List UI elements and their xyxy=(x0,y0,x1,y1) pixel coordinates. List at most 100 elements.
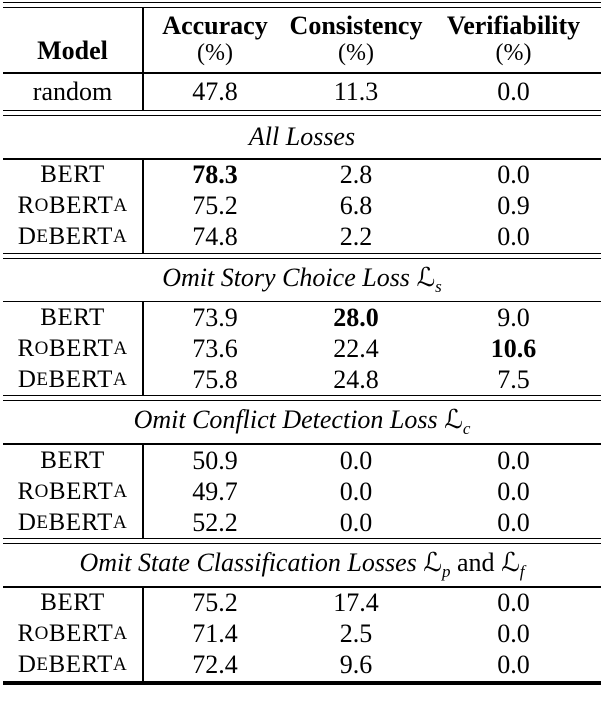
column-header-consistency: Consistency (%) xyxy=(286,8,426,72)
section-band: Omit Conflict Detection Loss ℒc xyxy=(3,401,601,443)
value-cell: 75.2 xyxy=(142,587,286,619)
column-header-model: Model xyxy=(37,36,108,65)
section-title-conjunction: and xyxy=(450,548,502,578)
value-cell: 49.7 xyxy=(142,476,286,508)
value-cell: 2.8 xyxy=(339,160,373,190)
smallcap-letter: E xyxy=(36,511,49,533)
section-band: Omit Story Choice Loss ℒs xyxy=(3,259,601,301)
value-cell: 9.6 xyxy=(339,650,373,680)
value-cell: 78.3 xyxy=(142,159,286,191)
section-title: Omit State Classification Losses ℒp and … xyxy=(79,548,524,582)
value-cell: 9.0 xyxy=(497,302,530,332)
section-title-text: All Losses xyxy=(248,121,356,151)
value-cell: 0.0 xyxy=(497,507,530,537)
model-cell: D E BERT A xyxy=(17,651,128,679)
column-header-unit: (%) xyxy=(197,40,233,66)
value-cell: 71.4 xyxy=(142,618,286,650)
section-band-bottom-rule xyxy=(3,300,601,303)
smallcap-letter: A xyxy=(112,654,128,676)
value-cell: 0.0 xyxy=(497,222,530,252)
value-cell: 50.9 xyxy=(142,445,286,477)
value-cell: 75.8 xyxy=(142,364,286,396)
smallcap-letter: A xyxy=(112,368,128,390)
table-row: R O BERT A 75.2 6.8 0.9 xyxy=(3,190,601,222)
value-cell: 24.8 xyxy=(333,364,379,394)
value-cell: 0.0 xyxy=(339,507,373,537)
smallcap-letter: A xyxy=(113,480,128,502)
section-band-bottom-rule xyxy=(3,443,601,446)
table-row: D E BERT A 52.2 0.0 0.0 xyxy=(3,507,601,539)
section-top-rule xyxy=(3,252,601,259)
loss-subscript: p xyxy=(442,562,451,582)
value-cell: 47.8 xyxy=(142,73,286,110)
section-top-rule xyxy=(3,109,601,116)
smallcap-letter: O xyxy=(34,195,49,217)
loss-subscript: f xyxy=(519,562,525,582)
table-row: D E BERT A 75.8 24.8 7.5 xyxy=(3,364,601,396)
value-cell: 0.9 xyxy=(497,191,530,221)
section-band-bottom-rule xyxy=(3,157,601,160)
value-cell: 72.4 xyxy=(142,649,286,681)
table-row: BERT 50.9 0.0 0.0 xyxy=(3,445,601,477)
section-title-text: Omit State Classification Losses xyxy=(79,548,417,578)
column-header-label: Verifiability xyxy=(446,11,581,40)
smallcap-letter: E xyxy=(36,654,49,676)
column-header-accuracy: Accuracy (%) xyxy=(142,8,286,72)
smallcap-letter: A xyxy=(113,337,128,359)
smallcap-letter: O xyxy=(34,337,49,359)
section-title-text: Omit Conflict Detection Loss xyxy=(133,405,438,435)
value-cell: 0.0 xyxy=(497,445,530,475)
smallcap-letter: E xyxy=(36,226,49,248)
model-cell: D E BERT A xyxy=(17,508,128,536)
value-cell: 0.0 xyxy=(497,588,530,618)
smallcap-letter: O xyxy=(34,480,49,502)
table-row: D E BERT A 72.4 9.6 0.0 xyxy=(3,649,601,681)
section-band-bottom-rule xyxy=(3,586,601,588)
table-row: BERT 73.9 28.0 9.0 xyxy=(3,302,601,334)
value-cell: 73.6 xyxy=(142,333,286,365)
table-row: BERT 75.2 17.4 0.0 xyxy=(3,587,601,619)
value-cell: 0.0 xyxy=(497,76,530,106)
model-cell: R O BERT A xyxy=(17,620,128,648)
value-cell: 0.0 xyxy=(497,619,530,649)
table-row: random 47.8 11.3 0.0 xyxy=(3,73,601,110)
smallcap-letter: O xyxy=(34,623,49,645)
section-title: All Losses xyxy=(249,122,355,152)
section-top-rule xyxy=(3,395,601,402)
value-cell: 0.0 xyxy=(497,160,530,190)
table-bottom-rule xyxy=(3,680,601,686)
column-header-label: Accuracy xyxy=(162,11,268,40)
table-row: R O BERT A 73.6 22.4 10.6 xyxy=(3,333,601,365)
table-row: R O BERT A 71.4 2.5 0.0 xyxy=(3,618,601,650)
value-cell: 28.0 xyxy=(333,302,379,332)
value-cell: 73.9 xyxy=(142,302,286,334)
model-cell: BERT xyxy=(40,446,105,474)
value-cell: 11.3 xyxy=(333,76,379,106)
value-cell: 10.6 xyxy=(490,333,537,363)
table-row: R O BERT A 49.7 0.0 0.0 xyxy=(3,476,601,508)
table-row: BERT 78.3 2.8 0.0 xyxy=(3,159,601,191)
value-cell: 0.0 xyxy=(339,445,373,475)
smallcap-letter: A xyxy=(112,511,128,533)
section-band: All Losses xyxy=(3,116,601,158)
model-cell: BERT xyxy=(40,161,105,189)
smallcap-letter: A xyxy=(112,226,128,248)
column-header-label: Consistency xyxy=(289,11,423,40)
value-cell: 0.0 xyxy=(497,650,530,680)
model-cell: D E BERT A xyxy=(17,223,128,251)
section-title-text: Omit Story Choice Loss xyxy=(162,262,410,292)
baseline-row-block: random 47.8 11.3 0.0 xyxy=(3,73,601,110)
column-header-verifiability: Verifiability (%) xyxy=(426,8,601,72)
section-title: Omit Story Choice Loss ℒs xyxy=(162,263,442,297)
value-cell: 22.4 xyxy=(333,333,379,363)
value-cell: 7.5 xyxy=(497,364,530,394)
model-cell: R O BERT A xyxy=(17,477,128,505)
loss-symbol: ℒ xyxy=(501,548,520,579)
header-bottom-rule xyxy=(3,72,601,74)
value-cell: 2.2 xyxy=(339,222,373,252)
value-cell: 2.5 xyxy=(339,619,373,649)
loss-symbol: ℒ xyxy=(416,262,436,293)
loss-subscript: c xyxy=(462,419,471,439)
model-cell: D E BERT A xyxy=(17,365,128,393)
